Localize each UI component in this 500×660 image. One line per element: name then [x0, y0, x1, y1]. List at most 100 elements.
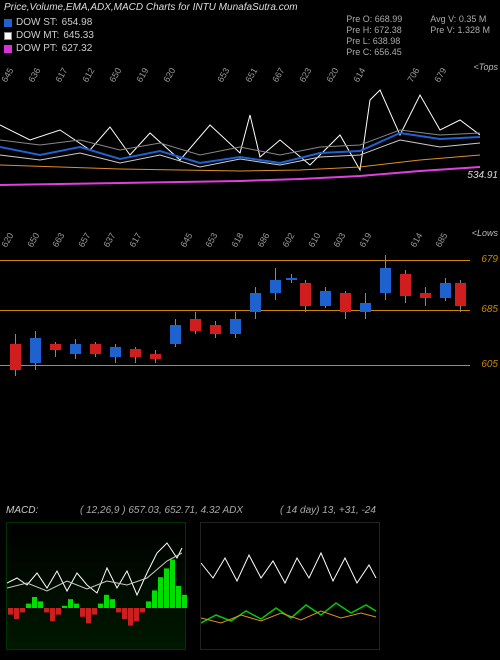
axis-tick: 686	[255, 231, 271, 249]
stats-col-vol: Avg V: 0.35 MPre V: 1.328 M	[430, 14, 490, 57]
legend-row: DOW MT: 645.33	[4, 29, 94, 42]
candle-body	[340, 293, 351, 312]
axis-tick: 617	[53, 66, 69, 84]
macd-bar	[14, 608, 19, 619]
axis-tick: 602	[280, 231, 296, 249]
macd-bar	[122, 608, 127, 619]
legend-swatch	[4, 32, 12, 40]
axis-tick: 679	[432, 66, 448, 84]
legend-label: DOW PT:	[16, 42, 58, 55]
h-level-label: 679	[481, 254, 498, 265]
h-level-line	[0, 260, 470, 261]
axis-tick: 614	[408, 231, 424, 249]
macd-bar	[44, 608, 49, 612]
candle-body	[50, 344, 61, 350]
stat-row: Pre L: 638.98	[346, 36, 402, 46]
legend-label: DOW MT:	[16, 29, 59, 42]
macd-bar	[116, 608, 121, 612]
candle-body	[110, 347, 121, 357]
axis-tick: 623	[297, 66, 313, 84]
axis-tick: 620	[162, 66, 178, 84]
macd-bar	[182, 595, 187, 608]
axis-tick: 618	[229, 231, 245, 249]
stat-row: Pre V: 1.328 M	[430, 25, 490, 35]
macd-bar	[110, 599, 115, 608]
stats-block: Pre O: 668.99Pre H: 672.38Pre L: 638.98P…	[346, 14, 490, 57]
adx-subpanel	[200, 522, 380, 650]
axis-tick: 620	[324, 66, 340, 84]
axis-tick: 657	[76, 231, 92, 249]
axis-tick: 636	[26, 66, 42, 84]
legend-row: DOW PT: 627.32	[4, 42, 94, 55]
macd-bar	[50, 608, 55, 621]
axis-tick: 663	[50, 231, 66, 249]
stat-row: Pre O: 668.99	[346, 14, 402, 24]
macd-bar	[38, 601, 43, 608]
axis-tick: 653	[216, 66, 232, 84]
mid-price-label: 534.91	[467, 170, 498, 181]
axis-tick: 645	[0, 66, 16, 84]
candle-body	[380, 268, 391, 293]
macd-svg	[7, 523, 187, 651]
candle-body	[190, 319, 201, 332]
h-level-label: 685	[481, 304, 498, 315]
macd-bar	[62, 606, 67, 608]
ema-line	[0, 167, 480, 185]
macd-bar	[176, 586, 181, 608]
candle-body	[270, 280, 281, 293]
axis-tick: 637	[102, 231, 118, 249]
axis-tick: 650	[108, 66, 124, 84]
candle-body	[400, 274, 411, 296]
candle-body	[150, 354, 161, 359]
axis-tick: 612	[81, 66, 97, 84]
stat-row: Pre C: 656.45	[346, 47, 402, 57]
legend-label: DOW ST:	[16, 16, 58, 29]
macd-line	[7, 553, 182, 591]
macd-label: MACD:	[6, 505, 38, 516]
candle-body	[30, 338, 41, 363]
chart-title: Price,Volume,EMA,ADX,MACD Charts for INT…	[4, 2, 298, 13]
legend-value: 645.33	[63, 29, 94, 42]
legend-swatch	[4, 19, 12, 27]
lows-label: <Lows	[472, 228, 498, 238]
legend-swatch	[4, 45, 12, 53]
candle-body	[170, 325, 181, 344]
candle-body	[250, 293, 261, 312]
stat-row: Pre H: 672.38	[346, 25, 402, 35]
macd-bar	[32, 597, 37, 608]
axis-tick: 706	[405, 66, 421, 84]
macd-bar	[152, 590, 157, 608]
legend-value: 654.98	[62, 16, 93, 29]
legend-value: 627.32	[62, 42, 93, 55]
macd-line	[7, 543, 182, 595]
macd-bar	[104, 595, 109, 608]
axis-tick: 650	[25, 231, 41, 249]
axis-tick: 651	[243, 66, 259, 84]
legend-block: DOW ST: 654.98 DOW MT: 645.33 DOW PT: 62…	[4, 16, 94, 55]
candle-body	[300, 283, 311, 306]
macd-bar	[80, 608, 85, 617]
axis-tick: 603	[332, 231, 348, 249]
axis-tick: 619	[357, 231, 373, 249]
stat-row: Avg V: 0.35 M	[430, 14, 490, 24]
macd-bar	[146, 601, 151, 608]
candle-body	[360, 303, 371, 312]
macd-bar	[140, 608, 145, 612]
axis-tick: 610	[306, 231, 322, 249]
candle-body	[210, 325, 221, 334]
macd-bar	[20, 608, 25, 612]
mid-ticks-row: 6206506636576376176456536186866026106036…	[0, 225, 500, 245]
axis-tick: 645	[178, 231, 194, 249]
candle-body	[320, 291, 331, 306]
macd-bar	[86, 608, 91, 623]
macd-bar	[56, 608, 61, 615]
axis-tick: 617	[127, 231, 143, 249]
tops-label: <Tops	[474, 62, 498, 72]
h-level-label: 605	[481, 359, 498, 370]
h-level-line	[0, 310, 470, 311]
macd-bar	[98, 604, 103, 608]
axis-tick: 619	[135, 66, 151, 84]
adx-line	[201, 553, 376, 583]
macd-bar	[92, 608, 97, 615]
candle-body	[420, 293, 431, 298]
